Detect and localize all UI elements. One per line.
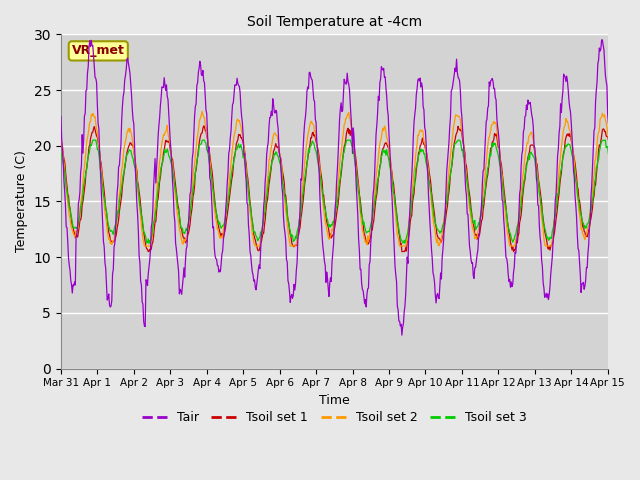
X-axis label: Time: Time [319,394,349,407]
Legend: Tair, Tsoil set 1, Tsoil set 2, Tsoil set 3: Tair, Tsoil set 1, Tsoil set 2, Tsoil se… [137,406,532,429]
Title: Soil Temperature at -4cm: Soil Temperature at -4cm [247,15,422,29]
Text: VR_met: VR_met [72,44,125,58]
Y-axis label: Temperature (C): Temperature (C) [15,151,28,252]
